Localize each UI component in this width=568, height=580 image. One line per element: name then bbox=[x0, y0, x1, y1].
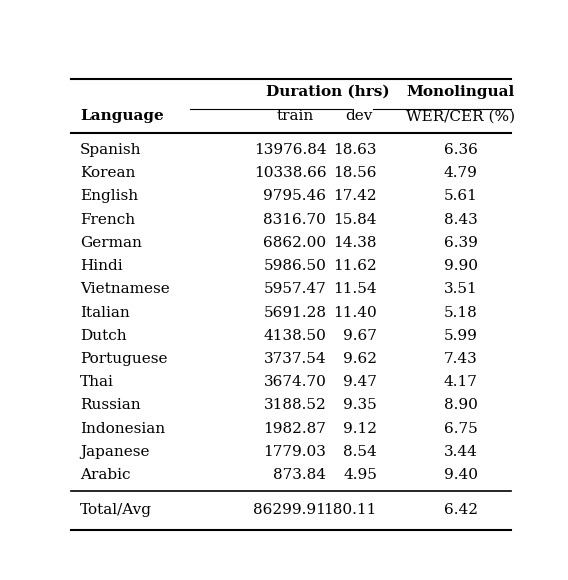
Text: Total/Avg: Total/Avg bbox=[80, 503, 152, 517]
Text: Korean: Korean bbox=[80, 166, 135, 180]
Text: 3.44: 3.44 bbox=[444, 445, 478, 459]
Text: 4.17: 4.17 bbox=[444, 375, 478, 389]
Text: 3.51: 3.51 bbox=[444, 282, 478, 296]
Text: 17.42: 17.42 bbox=[333, 190, 377, 204]
Text: dev: dev bbox=[346, 110, 373, 124]
Text: Language: Language bbox=[80, 110, 164, 124]
Text: Japanese: Japanese bbox=[80, 445, 149, 459]
Text: Duration (hrs): Duration (hrs) bbox=[266, 85, 389, 99]
Text: Thai: Thai bbox=[80, 375, 114, 389]
Text: 3674.70: 3674.70 bbox=[264, 375, 327, 389]
Text: 86299.91: 86299.91 bbox=[253, 503, 327, 517]
Text: Italian: Italian bbox=[80, 306, 130, 320]
Text: train: train bbox=[277, 110, 314, 124]
Text: Russian: Russian bbox=[80, 398, 140, 412]
Text: 5986.50: 5986.50 bbox=[264, 259, 327, 273]
Text: English: English bbox=[80, 190, 138, 204]
Text: German: German bbox=[80, 236, 141, 250]
Text: 7.43: 7.43 bbox=[444, 352, 478, 366]
Text: 1779.03: 1779.03 bbox=[264, 445, 327, 459]
Text: 6.39: 6.39 bbox=[444, 236, 478, 250]
Text: 6.42: 6.42 bbox=[444, 503, 478, 517]
Text: 9795.46: 9795.46 bbox=[264, 190, 327, 204]
Text: 10338.66: 10338.66 bbox=[254, 166, 327, 180]
Text: 9.35: 9.35 bbox=[343, 398, 377, 412]
Text: 4138.50: 4138.50 bbox=[264, 329, 327, 343]
Text: 15.84: 15.84 bbox=[333, 213, 377, 227]
Text: 11.54: 11.54 bbox=[333, 282, 377, 296]
Text: 5.61: 5.61 bbox=[444, 190, 478, 204]
Text: 8.90: 8.90 bbox=[444, 398, 478, 412]
Text: 5.18: 5.18 bbox=[444, 306, 478, 320]
Text: 11.62: 11.62 bbox=[333, 259, 377, 273]
Text: Vietnamese: Vietnamese bbox=[80, 282, 170, 296]
Text: 9.12: 9.12 bbox=[343, 422, 377, 436]
Text: Monolingual: Monolingual bbox=[407, 85, 515, 99]
Text: 18.56: 18.56 bbox=[333, 166, 377, 180]
Text: 9.90: 9.90 bbox=[444, 259, 478, 273]
Text: Arabic: Arabic bbox=[80, 468, 130, 482]
Text: 11.40: 11.40 bbox=[333, 306, 377, 320]
Text: 6.75: 6.75 bbox=[444, 422, 478, 436]
Text: 8.54: 8.54 bbox=[343, 445, 377, 459]
Text: 9.40: 9.40 bbox=[444, 468, 478, 482]
Text: 9.62: 9.62 bbox=[343, 352, 377, 366]
Text: 13976.84: 13976.84 bbox=[254, 143, 327, 157]
Text: Hindi: Hindi bbox=[80, 259, 123, 273]
Text: 9.47: 9.47 bbox=[343, 375, 377, 389]
Text: Indonesian: Indonesian bbox=[80, 422, 165, 436]
Text: 5957.47: 5957.47 bbox=[264, 282, 327, 296]
Text: French: French bbox=[80, 213, 135, 227]
Text: 6862.00: 6862.00 bbox=[263, 236, 327, 250]
Text: 3188.52: 3188.52 bbox=[264, 398, 327, 412]
Text: 4.79: 4.79 bbox=[444, 166, 478, 180]
Text: 9.67: 9.67 bbox=[343, 329, 377, 343]
Text: 873.84: 873.84 bbox=[273, 468, 327, 482]
Text: 5691.28: 5691.28 bbox=[264, 306, 327, 320]
Text: Dutch: Dutch bbox=[80, 329, 127, 343]
Text: 180.11: 180.11 bbox=[324, 503, 377, 517]
Text: Spanish: Spanish bbox=[80, 143, 141, 157]
Text: 4.95: 4.95 bbox=[343, 468, 377, 482]
Text: 18.63: 18.63 bbox=[333, 143, 377, 157]
Text: 1982.87: 1982.87 bbox=[264, 422, 327, 436]
Text: 14.38: 14.38 bbox=[333, 236, 377, 250]
Text: 3737.54: 3737.54 bbox=[264, 352, 327, 366]
Text: WER/CER (%): WER/CER (%) bbox=[406, 110, 515, 124]
Text: Portuguese: Portuguese bbox=[80, 352, 168, 366]
Text: 8.43: 8.43 bbox=[444, 213, 478, 227]
Text: 5.99: 5.99 bbox=[444, 329, 478, 343]
Text: 8316.70: 8316.70 bbox=[264, 213, 327, 227]
Text: 6.36: 6.36 bbox=[444, 143, 478, 157]
